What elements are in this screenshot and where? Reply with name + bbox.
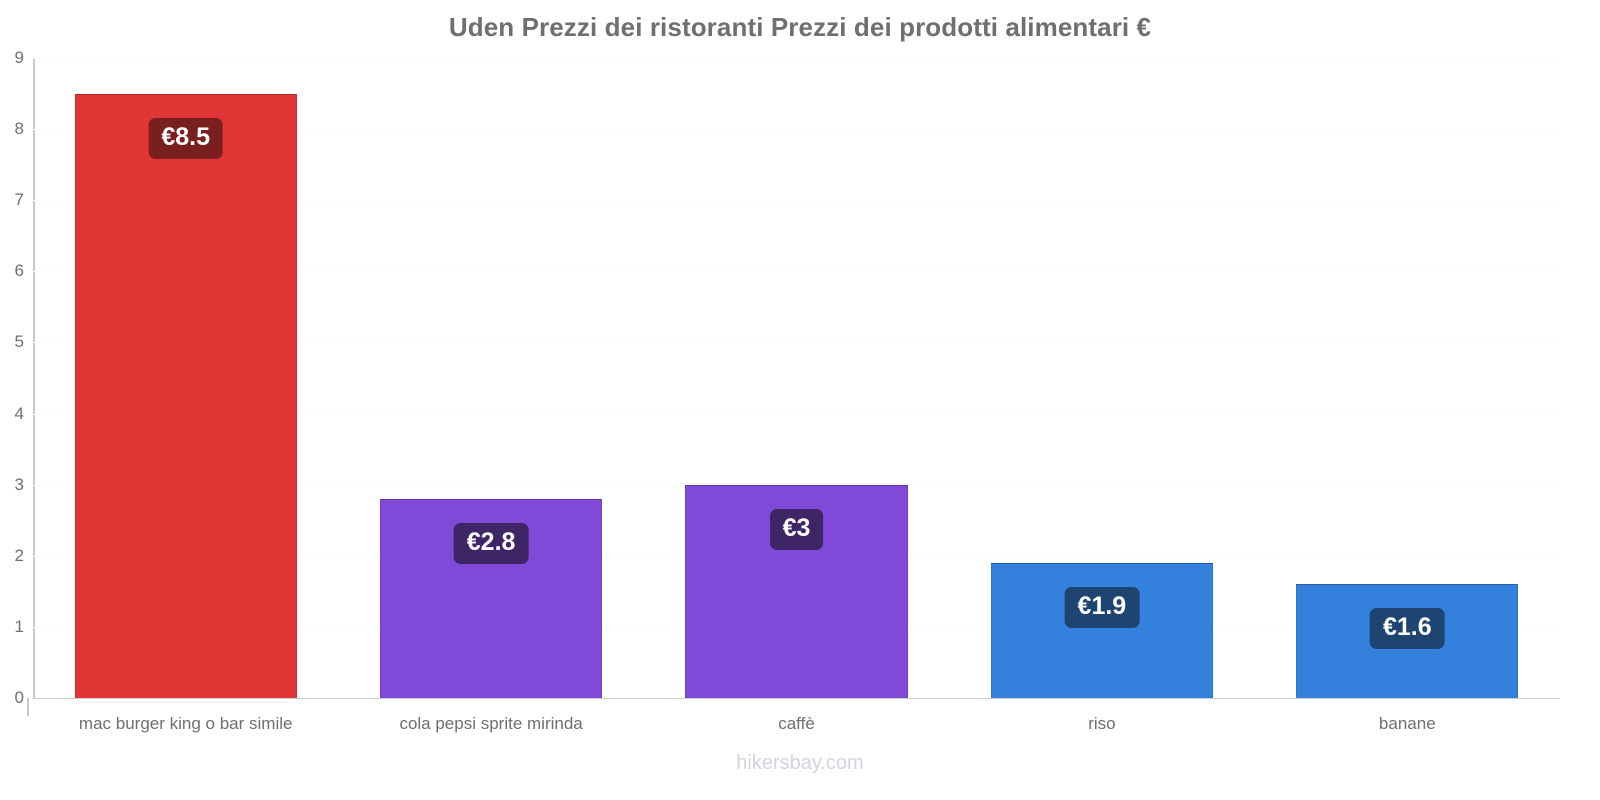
- gridline-5: [33, 342, 1560, 344]
- x-tick-label-0: mac burger king o bar simile: [78, 714, 293, 733]
- plot-area: €8.5 €2.8 €3 €1.9 €1.6: [33, 58, 1560, 699]
- bar-value-label-0: €8.5: [148, 117, 224, 159]
- x-tick-label-3: riso: [1088, 714, 1116, 733]
- y-tick-label-5: 5: [14, 332, 24, 352]
- attribution-footer: hikersbay.com: [736, 752, 864, 774]
- y-axis-line: [33, 58, 35, 698]
- bar-value-label-3: €1.9: [1064, 586, 1140, 628]
- bar-value-label-2: €3: [769, 508, 824, 550]
- x-tick-label-1: cola pepsi sprite mirinda: [399, 714, 583, 733]
- y-tick-label-6: 6: [14, 261, 24, 281]
- y-tick-label-2: 2: [14, 545, 24, 565]
- y-tick-label-9: 9: [14, 48, 24, 67]
- y-axis-bottom-tick: [27, 698, 29, 716]
- y-tick-label-7: 7: [14, 190, 24, 210]
- y-tick-label-1: 1: [14, 616, 24, 636]
- bar-value-label-4: €1.6: [1369, 608, 1445, 650]
- y-tick-label-8: 8: [14, 119, 24, 139]
- bar-0[interactable]: [74, 93, 297, 698]
- gridline-7: [33, 200, 1560, 202]
- y-tick-label-3: 3: [14, 474, 24, 494]
- bar-value-label-1: €2.8: [453, 522, 529, 564]
- gridline-6: [33, 271, 1560, 273]
- x-tick-label-2: caffè: [778, 714, 815, 733]
- gridline-0: [33, 698, 1560, 699]
- bar-3[interactable]: [990, 562, 1213, 698]
- page-title: Uden Prezzi dei ristoranti Prezzi dei pr…: [448, 12, 1152, 42]
- gridline-4: [33, 413, 1560, 415]
- x-tick-label-4: banane: [1378, 714, 1436, 733]
- y-tick-label-4: 4: [14, 403, 24, 423]
- y-tick-label-0: 0: [14, 688, 24, 707]
- gridline-9: [33, 58, 1560, 59]
- gridline-8: [33, 129, 1560, 131]
